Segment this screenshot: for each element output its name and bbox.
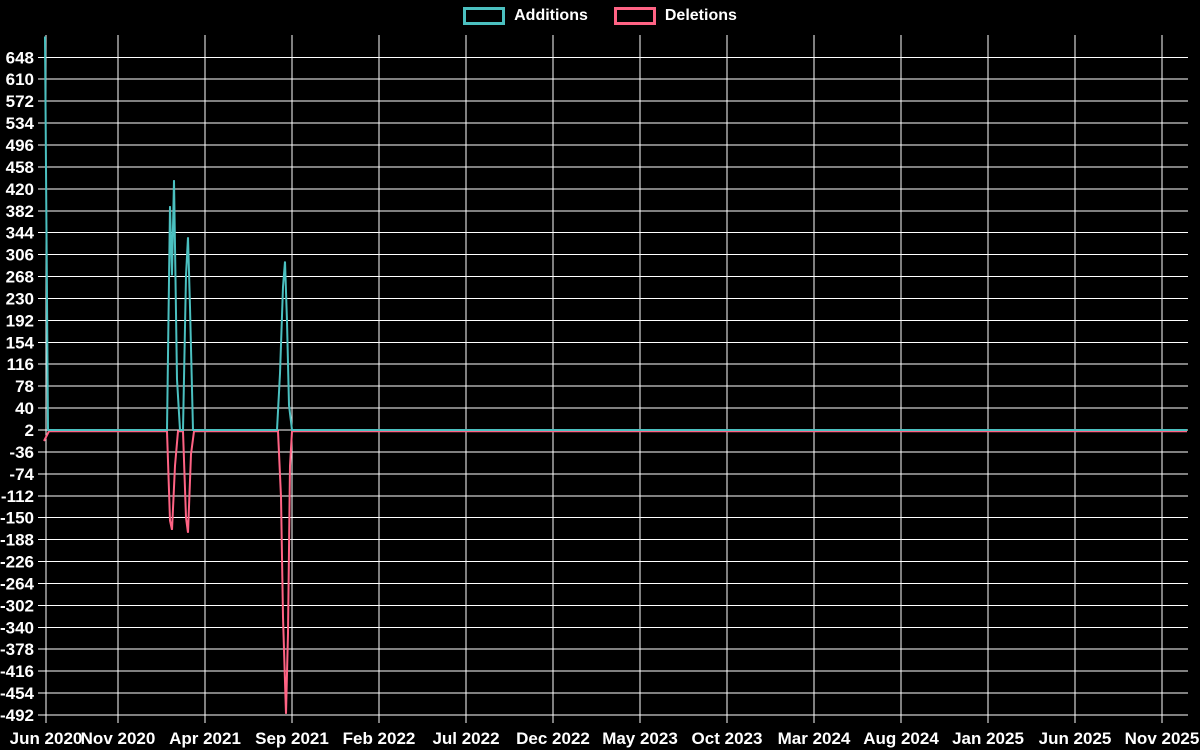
y-tick-label: 344: [6, 224, 35, 243]
x-tick-label: Jul 2022: [432, 729, 499, 748]
legend-item-additions[interactable]: Additions: [463, 7, 588, 25]
legend-item-deletions[interactable]: Deletions: [613, 7, 737, 25]
y-tick-label: 268: [6, 268, 34, 287]
y-tick-label: -378: [0, 640, 34, 659]
y-tick-label: 154: [6, 333, 35, 352]
y-tick-label: 648: [6, 48, 34, 67]
y-tick-label: 40: [15, 399, 34, 418]
legend-label-additions: Additions: [514, 7, 588, 24]
x-tick-label: Jun 2025: [1039, 729, 1112, 748]
y-tick-label: 230: [6, 289, 34, 308]
y-tick-label: -188: [0, 531, 34, 550]
x-tick-label: Mar 2024: [778, 729, 851, 748]
legend-label-deletions: Deletions: [664, 7, 737, 24]
y-tick-label: -36: [9, 443, 34, 462]
y-tick-label: 78: [15, 377, 34, 396]
y-gridlines-and-labels: 648 610 572 534 496 458 420 382 344 306 268 230 192 1…: [0, 48, 1188, 725]
x-tick-label: May 2023: [602, 729, 678, 748]
x-tick-label: Feb 2022: [343, 729, 416, 748]
y-tick-label: -74: [9, 465, 34, 484]
y-tick-label: -340: [0, 618, 34, 637]
x-tick-label: Oct 2023: [692, 729, 763, 748]
y-tick-label: 116: [7, 355, 34, 374]
deletions-swatch-icon: [613, 7, 656, 25]
y-tick-label: -454: [0, 684, 35, 703]
series-line-additions: [44, 36, 1187, 431]
x-tick-label: Aug 2024: [863, 729, 939, 748]
x-tick-label: Apr 2021: [169, 729, 241, 748]
y-tick-label: 306: [6, 246, 34, 265]
y-tick-label: -112: [1, 487, 34, 506]
y-tick-label: -226: [0, 553, 34, 572]
x-tick-label: Jan 2025: [952, 729, 1024, 748]
x-tick-label: Nov 2020: [81, 729, 156, 748]
additions-swatch-icon: [463, 7, 506, 25]
y-tick-label: 2: [25, 421, 34, 440]
series-line-deletions: [43, 430, 1187, 714]
y-tick-label: 572: [6, 92, 34, 111]
y-tick-label: 610: [6, 70, 34, 89]
x-tick-label: Nov 2025: [1125, 729, 1200, 748]
y-tick-label: 496: [6, 136, 34, 155]
y-tick-label: -416: [0, 662, 34, 681]
x-tick-label: Dec 2022: [516, 729, 590, 748]
y-tick-label: -302: [0, 596, 34, 615]
x-tick-label: Sep 2021: [255, 729, 329, 748]
y-tick-label: 458: [6, 158, 34, 177]
y-tick-label: 534: [6, 114, 35, 133]
y-tick-label: 420: [6, 180, 34, 199]
y-tick-label: -264: [0, 574, 35, 593]
y-tick-label: 192: [6, 311, 34, 330]
y-tick-label: -150: [0, 509, 34, 528]
y-tick-label: 382: [6, 202, 34, 221]
y-tick-label: -492: [0, 706, 34, 725]
chart-legend: Additions Deletions: [0, 7, 1200, 25]
x-tick-label: Jun 2020: [10, 729, 83, 748]
